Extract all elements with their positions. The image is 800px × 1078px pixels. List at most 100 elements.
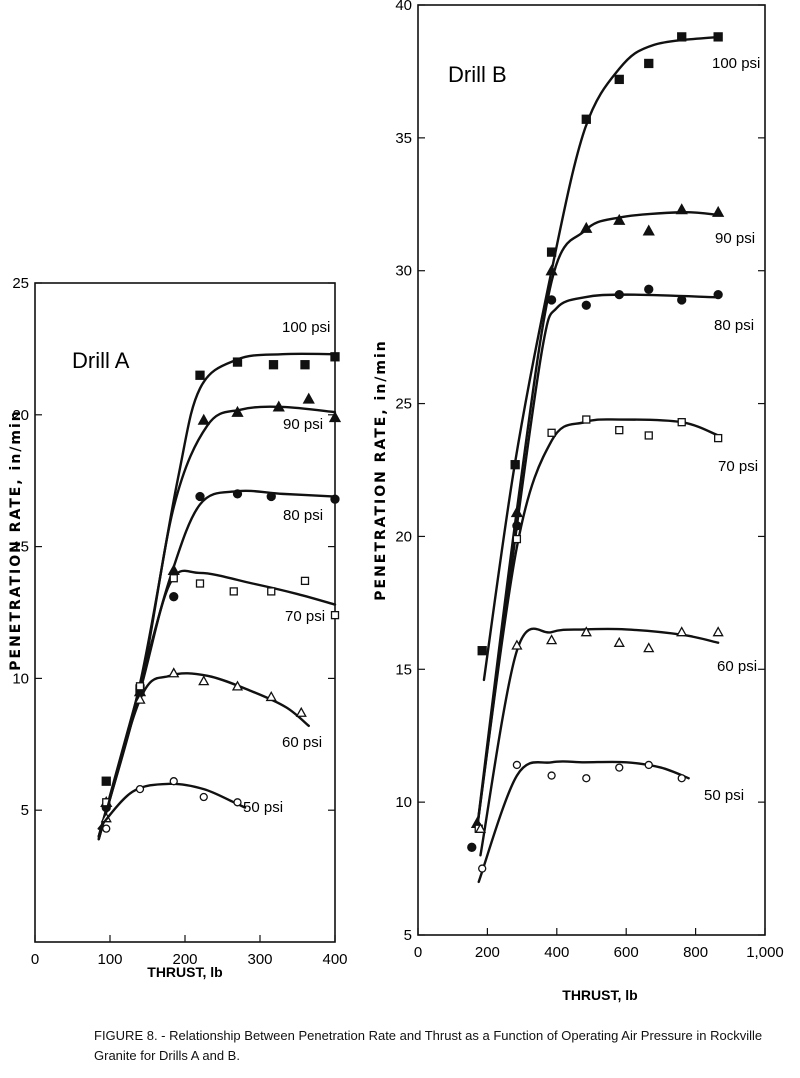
- drill-b-ytick-label: 5: [404, 927, 412, 944]
- drill-a-data-point-50-psi: [169, 777, 178, 786]
- drill-b-series-100-psi: 100 psi: [477, 32, 760, 682]
- drill-b-series-60-psi: 60 psi: [474, 626, 757, 857]
- drill-b-data-point-80-psi: [581, 300, 591, 310]
- drill-b-x-axis-label: THRUST, lb: [562, 987, 637, 1003]
- drill-a-data-point-60-psi: [168, 667, 180, 678]
- drill-b-data-point-90-psi: [712, 205, 725, 217]
- drill-b-series-label-90-psi: 90 psi: [715, 230, 755, 247]
- drill-b-y-axis-label: PENETRATION RATE, in/min: [373, 339, 389, 601]
- drill-b-data-point-80-psi: [614, 289, 624, 300]
- drill-a-data-point-60-psi: [295, 706, 307, 717]
- drill-a-data-point-60-psi: [198, 675, 210, 686]
- drill-a-data-point-50-psi: [199, 792, 208, 802]
- drill-b-xtick-label: 400: [544, 944, 569, 961]
- drill-b-data-point-60-psi: [545, 634, 558, 645]
- drill-b-data-point-50-psi: [615, 763, 624, 772]
- drill-b-series-50-psi: 50 psi: [477, 760, 744, 884]
- drill-a-data-point-80-psi: [169, 592, 179, 602]
- figure-caption: FIGURE 8. - Relationship Between Penetra…: [94, 1028, 763, 1063]
- drill-a-data-point-80-psi: [330, 494, 340, 504]
- drill-b-data-point-100-psi: [477, 646, 487, 656]
- drill-a-data-point-100-psi: [101, 776, 111, 786]
- drill-a-data-point-60-psi: [134, 693, 146, 704]
- drill-b-series-label-100-psi: 100 psi: [712, 55, 760, 72]
- drill-a-data-point-50-psi: [135, 784, 145, 794]
- drill-b-ytick-label: 30: [395, 263, 412, 280]
- drill-b-data-point-70-psi: [644, 431, 653, 440]
- drill-a-xtick-label: 200: [172, 951, 197, 968]
- drill-a-series-label-70-psi: 70 psi: [285, 608, 325, 625]
- drill-b-data-point-60-psi: [511, 639, 523, 650]
- drill-a-xtick-label: 100: [97, 951, 122, 968]
- drill-a-data-point-70-psi: [195, 579, 205, 588]
- drill-a-data-point-70-psi: [169, 574, 178, 583]
- drill-a-data-point-100-psi: [268, 360, 279, 370]
- drill-b-series-90-psi: 90 psi: [470, 203, 755, 830]
- drill-a-xtick-label: 0: [31, 951, 39, 968]
- drill-a-ytick-label: 20: [12, 407, 29, 424]
- drill-b-data-point-50-psi: [582, 774, 591, 783]
- drill-b-chart-title: Drill B: [448, 62, 507, 87]
- drill-a-series-60-psi: 60 psi: [97, 667, 322, 841]
- drill-b-ytick-label: 25: [395, 396, 412, 413]
- drill-b-data-point-80-psi: [546, 295, 557, 305]
- drill-b-data-point-70-psi: [512, 534, 522, 544]
- drill-a-data-point-70-psi: [229, 587, 238, 596]
- drill-a-fit-curve-60-psi: [97, 672, 310, 841]
- drill-b-data-point-60-psi: [613, 636, 625, 647]
- drill-b-data-point-70-psi: [714, 433, 723, 443]
- drill-a-data-point-90-psi: [272, 400, 285, 412]
- drill-a-y-axis-label: PENETRATION RATE, in/min: [8, 409, 24, 671]
- drill-b-data-point-100-psi: [614, 74, 624, 85]
- drill-a-chart-title: Drill A: [72, 348, 130, 373]
- drill-a-series-label-90-psi: 90 psi: [283, 416, 323, 433]
- drill-b-series-label-70-psi: 70 psi: [718, 458, 758, 475]
- drill-a-series-label-50-psi: 50 psi: [243, 799, 283, 816]
- drill-a-data-point-80-psi: [232, 489, 243, 499]
- drill-a-data-point-70-psi: [330, 610, 340, 620]
- drill-b-data-point-80-psi: [644, 284, 654, 294]
- drill-a-data-point-70-psi: [267, 587, 276, 596]
- drill-b-fit-curve-60-psi: [479, 627, 720, 857]
- drill-a-series-label-100-psi: 100 psi: [282, 319, 330, 336]
- drill-b-ytick-label: 35: [395, 130, 412, 147]
- drill-b-data-point-90-psi: [545, 264, 558, 276]
- drill-a-series-80-psi: 80 psi: [97, 489, 340, 838]
- drill-b-data-point-60-psi: [474, 822, 487, 833]
- drill-a-ytick-label: 5: [21, 802, 29, 819]
- drill-b-data-point-90-psi: [613, 213, 626, 225]
- drill-a-xtick-label: 400: [322, 951, 347, 968]
- drill-a-data-point-90-psi: [328, 411, 342, 423]
- drill-b-data-point-60-psi: [580, 626, 592, 637]
- drill-b-fit-curve-90-psi: [475, 211, 720, 830]
- drill-a-data-point-50-psi: [102, 824, 111, 833]
- drill-a-data-point-100-psi: [330, 352, 340, 362]
- drill-b-xtick-label: 800: [683, 944, 708, 961]
- drill-a-series-label-80-psi: 80 psi: [283, 507, 323, 524]
- drill-a-fit-curve-50-psi: [97, 782, 247, 830]
- drill-a-series-50-psi: 50 psi: [97, 777, 283, 833]
- drill-b-ytick-label: 15: [395, 661, 412, 678]
- drill-b-plot-frame: [417, 4, 766, 936]
- drill-b-xtick-label: 200: [475, 944, 500, 961]
- drill-b-fit-curve-50-psi: [477, 760, 690, 884]
- drill-b-fit-curve-70-psi: [475, 418, 720, 830]
- drill-b-xtick-label: 1,000: [746, 944, 784, 961]
- drill-a-data-point-60-psi: [265, 691, 277, 702]
- drill-a-data-point-70-psi: [300, 576, 310, 586]
- drill-b-data-point-100-psi: [510, 460, 520, 470]
- drill-b-data-point-50-psi: [677, 774, 686, 783]
- drill-b-ytick-label: 20: [395, 528, 412, 545]
- drill-b-data-point-50-psi: [547, 771, 556, 780]
- drill-a-data-point-70-psi: [135, 682, 145, 691]
- drill-b-series-80-psi: 80 psi: [467, 284, 754, 852]
- drill-b-xtick-label: 0: [414, 944, 422, 961]
- drill-b-fit-curve-100-psi: [482, 35, 720, 682]
- drill-a-ytick-label: 25: [12, 275, 29, 292]
- drill-b-ytick-label: 40: [395, 0, 412, 14]
- drill-b-data-point-60-psi: [676, 626, 688, 637]
- drill-a-data-point-90-psi: [231, 405, 244, 417]
- drill-b-series-label-50-psi: 50 psi: [704, 787, 744, 804]
- drill-b-data-point-80-psi: [677, 295, 687, 305]
